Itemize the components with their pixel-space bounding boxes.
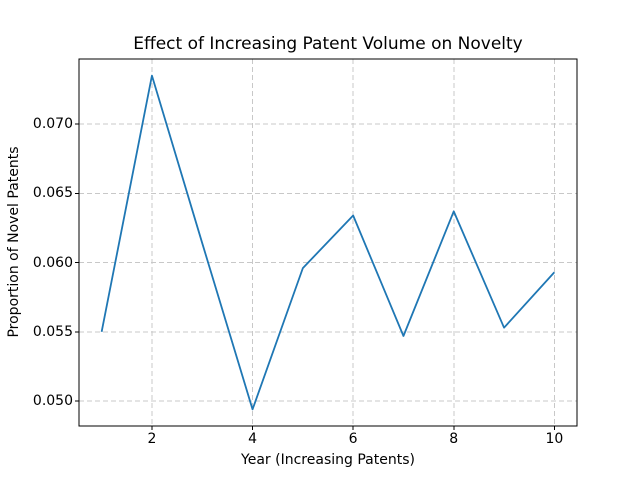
y-axis-label: Proportion of Novel Patents	[6, 146, 22, 338]
y-tick-label: 0.065	[32, 185, 73, 202]
x-tick-label: 2	[147, 431, 157, 447]
axes-spines	[78, 58, 578, 427]
y-tick-label: 0.050	[32, 393, 73, 410]
x-tick-label: 6	[348, 431, 358, 447]
y-tick-label: 0.060	[32, 254, 73, 271]
x-axis-label: Year (Increasing Patents)	[241, 452, 415, 468]
x-tick-label: 8	[449, 431, 459, 447]
y-tick-label: 0.070	[32, 116, 73, 133]
x-tick-label: 4	[248, 431, 257, 447]
y-tick-label: 0.055	[32, 323, 73, 340]
x-tick-label: 10	[545, 431, 564, 447]
chart-title: Effect of Increasing Patent Volume on No…	[133, 34, 523, 54]
data-line-series	[100, 74, 556, 411]
